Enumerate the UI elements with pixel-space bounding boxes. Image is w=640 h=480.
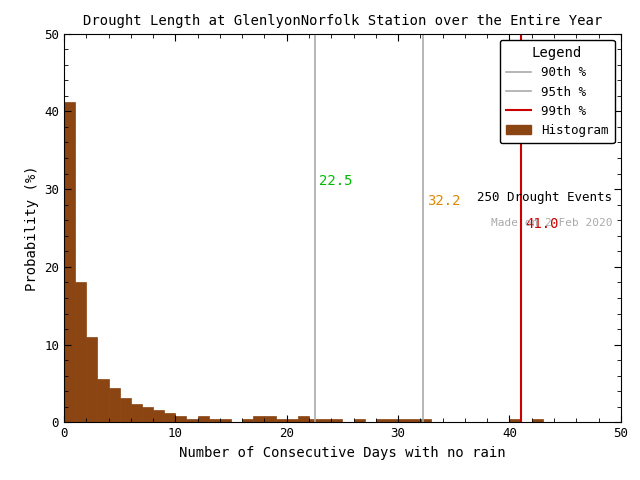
Bar bbox=[209, 420, 220, 422]
Bar bbox=[398, 420, 409, 422]
Bar bbox=[64, 102, 75, 422]
Bar bbox=[86, 337, 97, 422]
Bar bbox=[164, 413, 175, 422]
Bar bbox=[120, 397, 131, 422]
Text: Made on 2 Feb 2020: Made on 2 Feb 2020 bbox=[491, 218, 612, 228]
Bar bbox=[387, 420, 398, 422]
Bar bbox=[142, 407, 153, 422]
Bar bbox=[153, 410, 164, 422]
Bar bbox=[420, 420, 431, 422]
Y-axis label: Probability (%): Probability (%) bbox=[24, 165, 38, 291]
Bar bbox=[253, 416, 264, 422]
Bar bbox=[186, 420, 198, 422]
Bar bbox=[320, 420, 332, 422]
Bar bbox=[332, 420, 342, 422]
Bar bbox=[75, 282, 86, 422]
Legend: 90th %, 95th %, 99th %, Histogram: 90th %, 95th %, 99th %, Histogram bbox=[500, 40, 614, 144]
Bar bbox=[264, 416, 276, 422]
Bar bbox=[276, 420, 287, 422]
Text: 41.0: 41.0 bbox=[525, 217, 559, 231]
Bar bbox=[298, 416, 309, 422]
Bar bbox=[287, 420, 298, 422]
Bar bbox=[376, 420, 387, 422]
Bar bbox=[309, 420, 320, 422]
Text: 250 Drought Events: 250 Drought Events bbox=[477, 191, 612, 204]
Bar bbox=[409, 420, 420, 422]
Bar bbox=[97, 379, 109, 422]
Bar bbox=[198, 416, 209, 422]
Text: 32.2: 32.2 bbox=[427, 194, 461, 208]
Bar bbox=[109, 388, 120, 422]
Title: Drought Length at GlenlyonNorfolk Station over the Entire Year: Drought Length at GlenlyonNorfolk Statio… bbox=[83, 14, 602, 28]
Bar bbox=[509, 420, 520, 422]
X-axis label: Number of Consecutive Days with no rain: Number of Consecutive Days with no rain bbox=[179, 446, 506, 460]
Bar bbox=[220, 420, 231, 422]
Text: 22.5: 22.5 bbox=[319, 174, 353, 188]
Bar bbox=[175, 416, 186, 422]
Bar bbox=[532, 420, 543, 422]
Bar bbox=[131, 404, 142, 422]
Bar bbox=[353, 420, 365, 422]
Bar bbox=[242, 420, 253, 422]
